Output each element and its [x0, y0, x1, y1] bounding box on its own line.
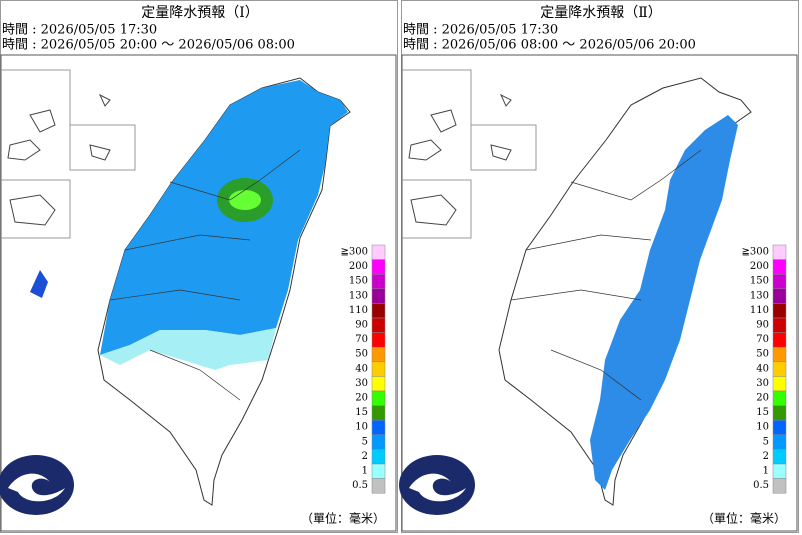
legend-label: 40 — [756, 363, 769, 374]
legend-label: 0.5 — [753, 480, 769, 491]
legend-label: 50 — [756, 349, 769, 360]
legend-swatch — [371, 244, 386, 260]
legend-swatch — [772, 332, 787, 348]
legend-swatch — [772, 434, 787, 450]
legend-label: 90 — [355, 320, 368, 331]
legend-swatch — [371, 303, 386, 319]
legend-label: 20 — [355, 393, 368, 404]
legend-label: 150 — [750, 276, 769, 287]
legend-swatch — [371, 376, 386, 392]
legend-swatch — [371, 361, 386, 377]
rain-area-lightblue — [30, 270, 48, 298]
legend-label: 130 — [349, 290, 368, 301]
valid-time: 時間 : 2026/05/05 20:00 ～ 2026/05/06 08:00 — [2, 38, 295, 53]
legend-label: 15 — [756, 407, 769, 418]
legend-label: 130 — [750, 290, 769, 301]
legend-label: ≧300 — [742, 247, 769, 258]
logo — [399, 455, 475, 515]
legend-label: 40 — [355, 363, 368, 374]
legend-swatch — [371, 317, 386, 333]
logo-mark — [8, 473, 65, 502]
logo-mark — [409, 473, 466, 502]
legend-swatch — [371, 390, 386, 406]
island-outline — [408, 93, 512, 226]
rain-area-light — [100, 328, 276, 370]
legend-label: ≧300 — [341, 247, 368, 258]
legend-swatch — [772, 317, 787, 333]
legend-swatch — [772, 390, 787, 406]
legend-swatch — [772, 303, 787, 319]
map-inset-lines — [402, 69, 537, 239]
legend-swatch — [371, 405, 386, 421]
island-outline — [7, 93, 111, 226]
legend-label: 2 — [362, 451, 368, 462]
legend-swatch — [371, 332, 386, 348]
legend-swatch — [371, 449, 386, 465]
legend-label: 10 — [756, 422, 769, 433]
logo — [0, 455, 74, 515]
legend-swatch — [772, 449, 787, 465]
legend-label: 30 — [756, 378, 769, 389]
issued-time: 時間 : 2026/05/05 17:30 — [2, 23, 157, 38]
legend-label: 5 — [763, 436, 769, 447]
legend-swatch — [371, 288, 386, 304]
rain-area — [590, 115, 738, 490]
legend-swatch — [371, 434, 386, 450]
legend-swatch — [772, 463, 787, 479]
county-lines — [510, 149, 702, 401]
legend-label: 110 — [349, 305, 368, 316]
legend-label: 20 — [756, 393, 769, 404]
legend-swatch — [772, 244, 787, 260]
legend-swatch — [772, 259, 787, 275]
legend-swatch — [371, 346, 386, 363]
legend-swatch — [772, 361, 787, 377]
legend-label: 1 — [362, 466, 368, 477]
legend-label: 5 — [362, 436, 368, 447]
legend-swatch — [772, 419, 787, 436]
legend-swatch — [772, 346, 787, 363]
legend-label: 70 — [756, 334, 769, 345]
legend-label: 150 — [349, 276, 368, 287]
rain-core — [229, 190, 261, 210]
unit-label: （單位：毫米） — [702, 511, 786, 526]
legend-label: 90 — [756, 320, 769, 331]
legend-label: 15 — [355, 407, 368, 418]
legend-label: 10 — [355, 422, 368, 433]
legend-label: 50 — [355, 349, 368, 360]
unit-label: （單位：毫米） — [301, 511, 385, 526]
legend-label: 30 — [355, 378, 368, 389]
legend-swatch — [772, 405, 787, 421]
legend-swatch — [371, 478, 386, 494]
legend-swatch — [371, 273, 386, 290]
legend-label: 200 — [349, 261, 368, 272]
panel-title: 定量降水預報（Ⅰ） — [141, 5, 259, 21]
legend-label: 1 — [763, 466, 769, 477]
legend-swatch — [772, 376, 787, 392]
rain-area — [100, 80, 348, 355]
legend-swatch — [371, 419, 386, 436]
county-lines — [109, 149, 301, 401]
legend-swatch — [772, 478, 787, 494]
panel-title: 定量降水預報（Ⅱ） — [540, 5, 662, 21]
legend-label: 200 — [750, 261, 769, 272]
valid-time: 時間 : 2026/05/06 08:00 ～ 2026/05/06 20:00 — [403, 38, 696, 53]
legend-swatch — [371, 259, 386, 275]
legend-swatch — [772, 273, 787, 290]
legend-swatch — [772, 288, 787, 304]
legend-label: 110 — [750, 305, 769, 316]
legend-label: 2 — [763, 451, 769, 462]
legend-swatch — [371, 463, 386, 479]
legend-label: 70 — [355, 334, 368, 345]
issued-time: 時間 : 2026/05/05 17:30 — [403, 23, 558, 38]
map-inset-lines — [1, 69, 136, 239]
legend-label: 0.5 — [352, 480, 368, 491]
